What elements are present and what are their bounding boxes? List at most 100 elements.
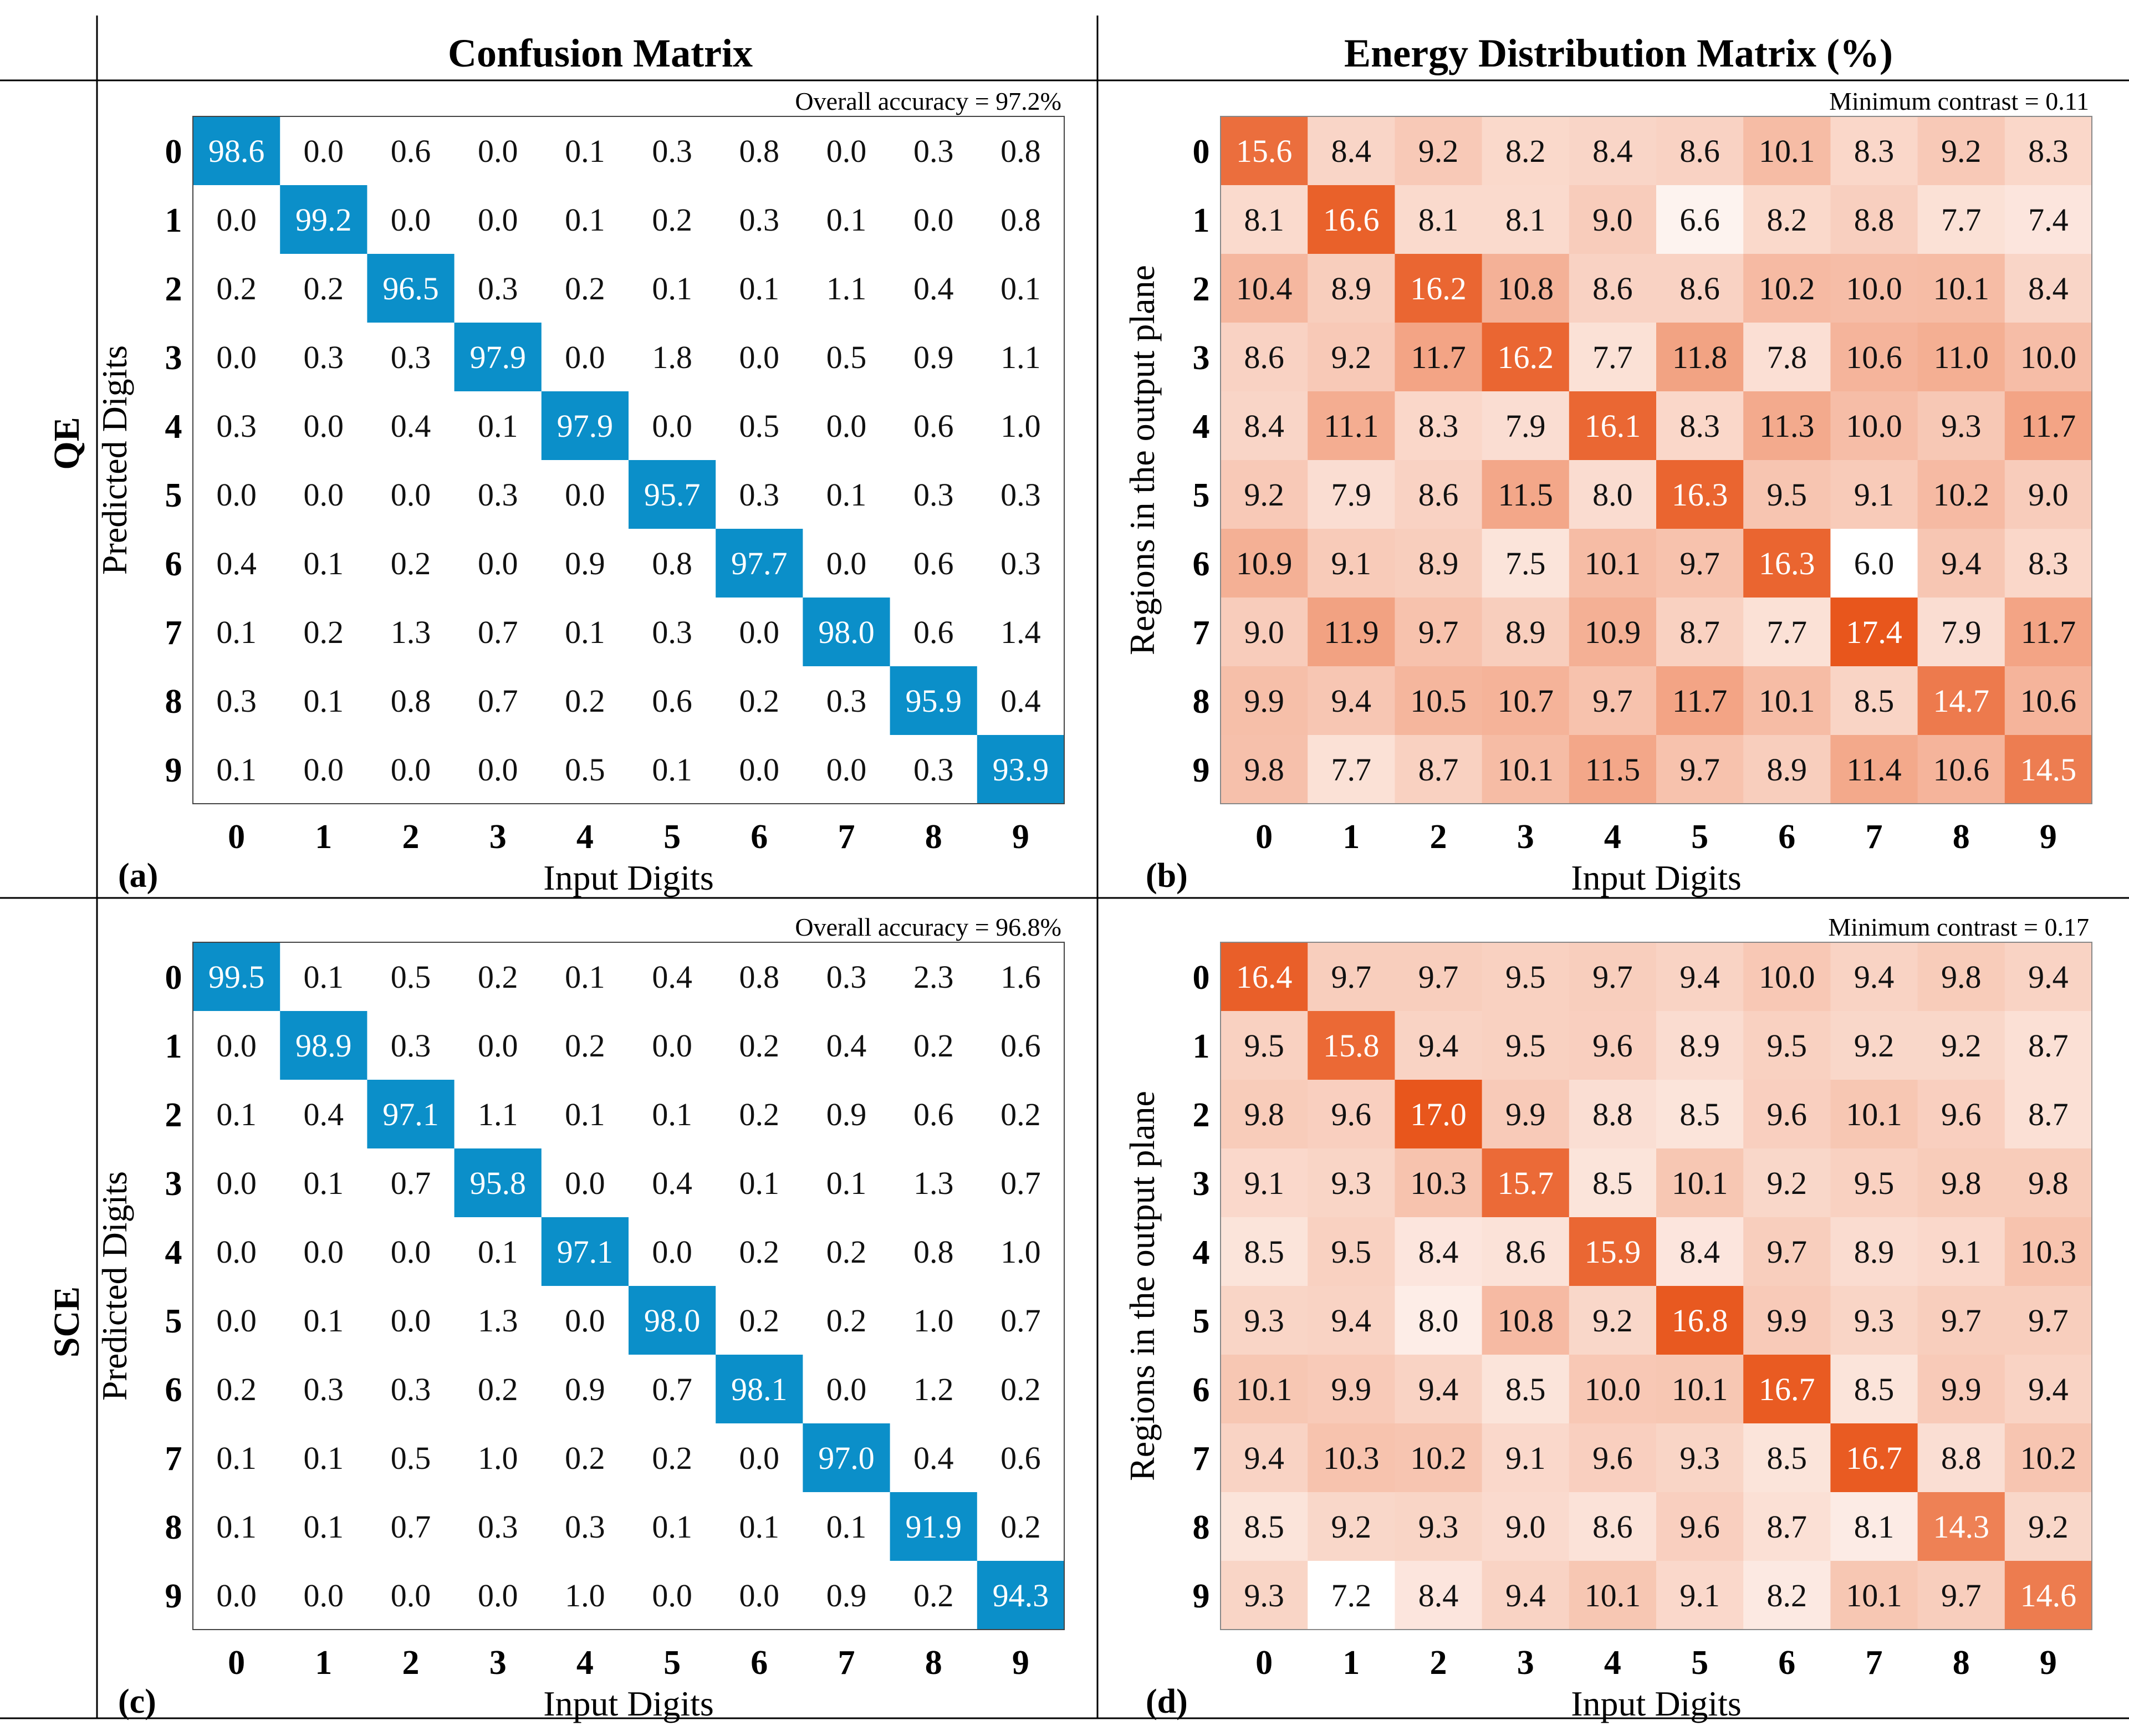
heatmap-cell: [541, 1080, 629, 1149]
heatmap-cell: [1743, 1080, 1831, 1149]
cell-value: 0.0: [304, 477, 344, 513]
cell-value: 97.7: [731, 545, 788, 581]
heatmap-cell: [454, 942, 542, 1012]
y-tick-label: 6: [165, 1371, 182, 1409]
heatmap-cell: [280, 1561, 367, 1630]
cell-value: 10.3: [1410, 1165, 1467, 1201]
heatmap-cell: [193, 460, 280, 529]
heatmap-cell: [629, 598, 716, 667]
x-tick-label: 2: [402, 818, 420, 856]
heatmap-cell: [1395, 735, 1483, 804]
heatmap-cell: [716, 254, 803, 323]
cell-value: 9.3: [1854, 1303, 1895, 1339]
heatmap-cell: [2004, 598, 2092, 667]
heatmap-cell: [2004, 1011, 2092, 1080]
y-tick-label: 9: [1193, 752, 1210, 789]
heatmap-cell: [1395, 1286, 1483, 1355]
x-tick-label: 8: [1953, 818, 1970, 856]
cell-value: 10.0: [1846, 408, 1902, 444]
cell-value: 11.7: [2021, 614, 2076, 650]
heatmap-cell: [367, 1011, 455, 1080]
heatmap-cell: [629, 1148, 716, 1218]
cell-value: 0.2: [565, 1440, 605, 1476]
cell-value: 9.4: [1418, 1028, 1459, 1064]
cell-value: 0.1: [478, 1234, 518, 1270]
heatmap-cell: [890, 116, 978, 186]
heatmap-cell: [454, 666, 542, 736]
cell-value: 8.5: [1679, 1096, 1720, 1132]
cell-value: 9.2: [1767, 1165, 1808, 1201]
heatmap-cell: [1308, 1561, 1395, 1630]
annotation: Minimum contrast = 0.11: [1829, 87, 2089, 115]
heatmap-cell: [803, 1011, 891, 1080]
cell-value: 10.8: [1497, 1303, 1554, 1339]
heatmap-cell: [1221, 1080, 1308, 1149]
cell-value: 8.1: [1244, 202, 1284, 238]
cell-value: 7.9: [1331, 477, 1372, 513]
heatmap-cell: [1656, 1286, 1744, 1355]
cell-value: 9.1: [1854, 477, 1895, 513]
heatmap-cell: [803, 391, 891, 461]
cell-value: 0.1: [216, 1509, 257, 1545]
cell-value: 9.6: [1592, 1440, 1633, 1476]
cell-value: 0.1: [652, 752, 692, 788]
cell-value: 9.5: [1331, 1234, 1372, 1270]
cell-value: 0.8: [739, 959, 780, 995]
heatmap-cell: [890, 735, 978, 804]
heatmap-cell: [280, 529, 367, 598]
heatmap-cell: [454, 1217, 542, 1286]
cell-value: 10.7: [1497, 683, 1554, 719]
cell-value: 11.3: [1759, 408, 1814, 444]
cell-value: 0.5: [826, 339, 867, 375]
heatmap-cell: [890, 1080, 978, 1149]
cell-value: 0.1: [565, 959, 605, 995]
cell-value: 9.7: [1941, 1303, 1982, 1339]
cell-value: 0.0: [739, 1577, 780, 1614]
cell-value: 0.3: [913, 477, 954, 513]
heatmap-cell: [541, 116, 629, 186]
cell-value: 0.6: [1000, 1028, 1041, 1064]
heatmap-cell: [1830, 460, 1918, 529]
heatmap-cell: [454, 1080, 542, 1149]
heatmap-cell: [1221, 1217, 1308, 1286]
heatmap-cell: [2004, 116, 2092, 186]
cell-value: 0.0: [565, 1165, 605, 1201]
cell-value: 0.2: [913, 1028, 954, 1064]
cell-value: 0.3: [913, 752, 954, 788]
heatmap-cell: [1656, 1080, 1744, 1149]
heatmap-cell: [280, 598, 367, 667]
cell-value: 8.2: [1767, 1577, 1808, 1614]
annotation: Overall accuracy = 97.2%: [795, 87, 1061, 115]
cell-value: 10.3: [2020, 1234, 2077, 1270]
heatmap-cell: [629, 1355, 716, 1424]
y-tick-label: 7: [165, 614, 182, 652]
heatmap-cell: [1917, 1423, 2005, 1493]
heatmap-cell: [1917, 460, 2005, 529]
heatmap-cell: [977, 185, 1065, 254]
cell-value: 0.6: [391, 133, 431, 169]
heatmap-cell: [890, 1561, 978, 1630]
cell-value: 0.1: [826, 1509, 867, 1545]
heatmap-cell: [803, 116, 891, 186]
heatmap-cell: [1308, 1423, 1395, 1493]
cell-value: 7.7: [1941, 202, 1982, 238]
heatmap-cell: [1221, 1561, 1308, 1630]
heatmap-cell: [1917, 598, 2005, 667]
heatmap-cell: [977, 666, 1065, 736]
cell-value: 0.2: [565, 270, 605, 307]
cell-value: 9.1: [1505, 1440, 1546, 1476]
cell-value: 10.2: [2020, 1440, 2077, 1476]
cell-value: 9.0: [1244, 614, 1284, 650]
cell-value: 8.5: [1505, 1371, 1546, 1407]
heatmap-cell: [1395, 116, 1483, 186]
heatmap-cell: [454, 323, 542, 392]
cell-value: 8.8: [1592, 1096, 1633, 1132]
heatmap-cell: [1656, 598, 1744, 667]
heatmap-cell: [193, 1355, 280, 1424]
heatmap-cell: [890, 185, 978, 254]
cell-value: 8.1: [1505, 202, 1546, 238]
cell-value: 0.1: [216, 614, 257, 650]
heatmap-cell: [1830, 323, 1918, 392]
cell-value: 99.5: [208, 959, 265, 995]
